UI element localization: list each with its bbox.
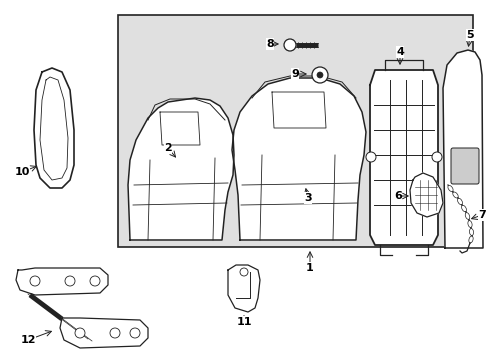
- Polygon shape: [34, 68, 74, 188]
- Text: 7: 7: [478, 210, 486, 220]
- Text: 1: 1: [306, 263, 314, 273]
- Circle shape: [130, 328, 140, 338]
- Bar: [118, 15, 473, 247]
- Polygon shape: [60, 318, 148, 348]
- Ellipse shape: [448, 185, 453, 192]
- Text: 3: 3: [304, 193, 312, 203]
- Ellipse shape: [458, 198, 463, 205]
- Circle shape: [90, 276, 100, 286]
- Circle shape: [240, 268, 248, 276]
- Polygon shape: [410, 173, 443, 217]
- Polygon shape: [128, 98, 234, 240]
- Text: 5: 5: [466, 30, 474, 40]
- Text: 12: 12: [20, 335, 36, 345]
- Polygon shape: [232, 78, 366, 240]
- Circle shape: [30, 276, 40, 286]
- Text: 4: 4: [396, 47, 404, 57]
- Ellipse shape: [468, 221, 472, 228]
- Circle shape: [366, 152, 376, 162]
- Circle shape: [432, 152, 442, 162]
- Ellipse shape: [453, 192, 458, 198]
- FancyBboxPatch shape: [451, 148, 479, 184]
- Text: 9: 9: [291, 69, 299, 79]
- Ellipse shape: [462, 205, 466, 212]
- Circle shape: [110, 328, 120, 338]
- Circle shape: [317, 72, 323, 78]
- Text: 6: 6: [394, 191, 402, 201]
- Polygon shape: [228, 265, 260, 312]
- Text: 11: 11: [236, 317, 252, 327]
- Ellipse shape: [466, 213, 470, 219]
- Circle shape: [65, 276, 75, 286]
- Text: 2: 2: [164, 143, 172, 153]
- Text: 10: 10: [14, 167, 30, 177]
- Ellipse shape: [469, 229, 473, 235]
- Ellipse shape: [469, 236, 473, 243]
- Polygon shape: [16, 268, 108, 295]
- Circle shape: [312, 67, 328, 83]
- Circle shape: [284, 39, 296, 51]
- Polygon shape: [443, 50, 483, 248]
- Polygon shape: [370, 70, 438, 245]
- Text: 8: 8: [266, 39, 274, 49]
- Circle shape: [75, 328, 85, 338]
